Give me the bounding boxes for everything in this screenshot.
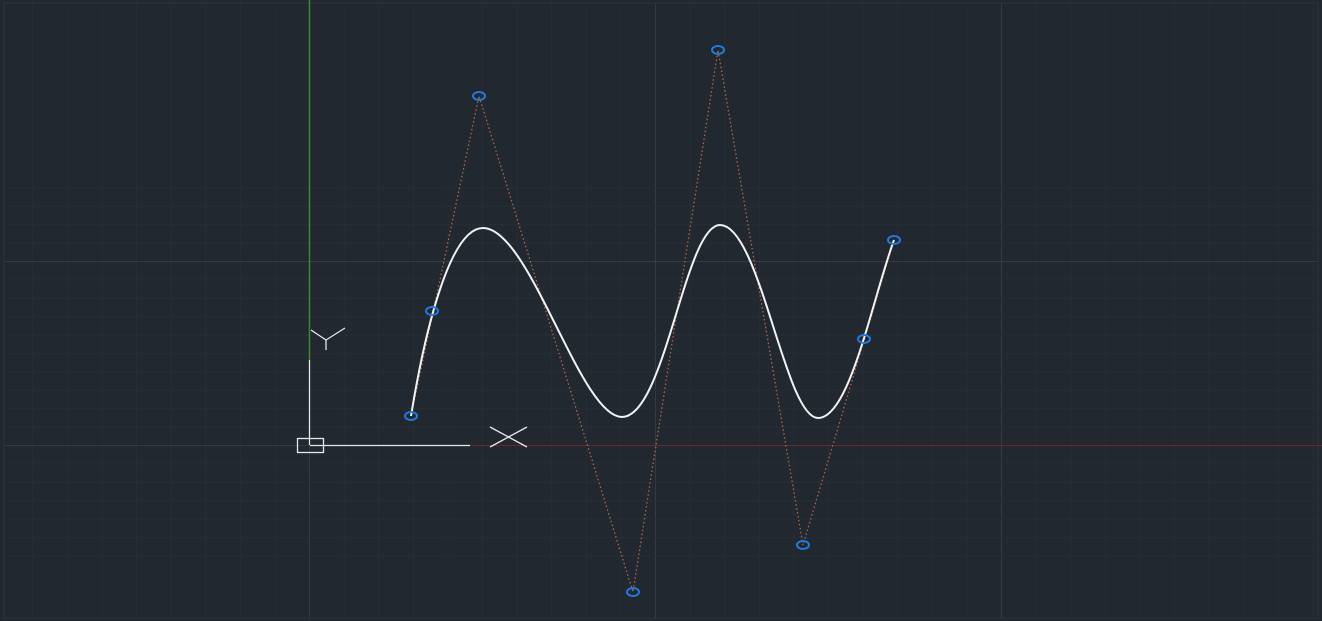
grip[interactable] [404,411,418,421]
grip[interactable] [857,334,871,344]
ucs-y-glyph [310,329,327,341]
spline[interactable] [410,223,895,420]
grip[interactable] [887,235,901,245]
ucs-icon [296,327,528,454]
ucs-y-glyph [325,327,346,341]
grip[interactable] [425,306,439,316]
control-polygon[interactable] [410,49,895,593]
ucs-x-glyph [489,426,528,448]
grip[interactable] [472,91,486,101]
ucs-origin-box [296,437,325,454]
grip[interactable] [626,587,640,597]
grip[interactable] [711,45,725,55]
grip[interactable] [796,540,810,550]
viewport-frame [3,2,1319,619]
grid [4,3,1318,618]
grips [404,45,901,597]
